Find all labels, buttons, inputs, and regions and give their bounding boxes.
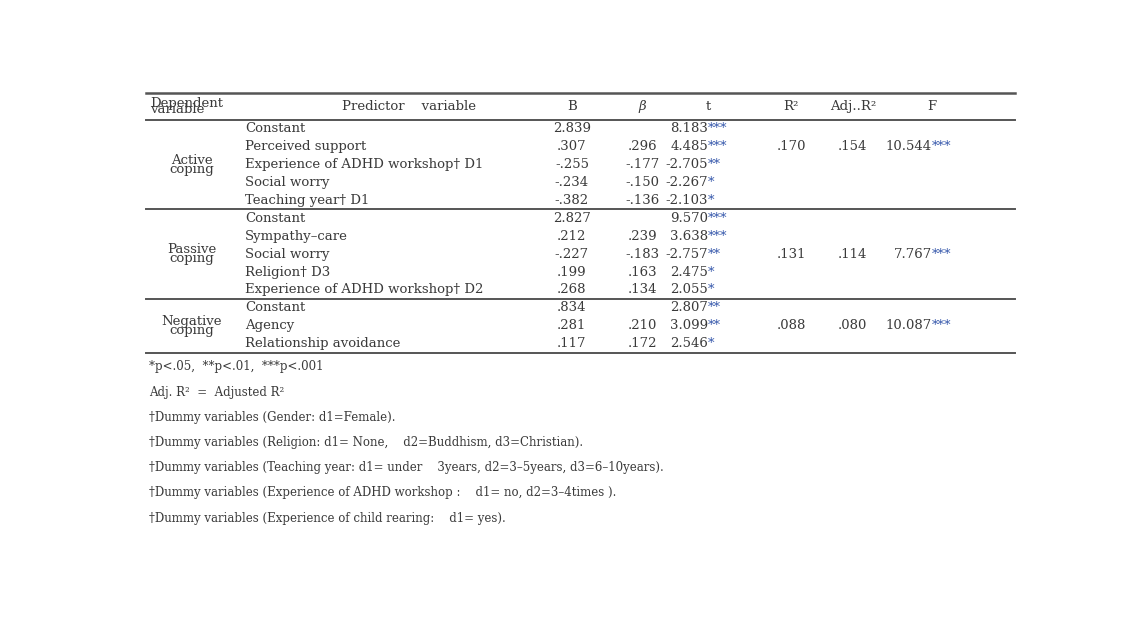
Text: Social worry: Social worry	[245, 248, 330, 261]
Text: 3.638: 3.638	[670, 230, 708, 243]
Text: .134: .134	[628, 284, 657, 297]
Text: Perceived support: Perceived support	[245, 140, 366, 153]
Text: -.255: -.255	[555, 158, 589, 171]
Text: Sympathy–care: Sympathy–care	[245, 230, 348, 243]
Text: Social worry: Social worry	[245, 176, 330, 189]
Text: **: **	[708, 248, 721, 261]
Text: 10.544: 10.544	[886, 140, 932, 153]
Text: Negative: Negative	[161, 315, 222, 328]
Text: Active: Active	[171, 154, 213, 167]
Text: 4.485: 4.485	[671, 140, 708, 153]
Text: 10.087: 10.087	[886, 320, 932, 332]
Text: *: *	[708, 337, 715, 350]
Text: 3.099: 3.099	[670, 320, 708, 332]
Text: -2.757: -2.757	[665, 248, 708, 261]
Text: Teaching year† D1: Teaching year† D1	[245, 194, 369, 207]
Text: .131: .131	[776, 248, 807, 261]
Text: .212: .212	[557, 230, 587, 243]
Text: -2.705: -2.705	[665, 158, 708, 171]
Text: ***: ***	[708, 140, 727, 153]
Text: .199: .199	[557, 266, 587, 279]
Text: 2.055: 2.055	[671, 284, 708, 297]
Text: †Dummy variables (Teaching year: d1= under    3years, d2=3–5years, d3=6–10years): †Dummy variables (Teaching year: d1= und…	[148, 461, 664, 474]
Text: *: *	[708, 176, 715, 189]
Text: -.150: -.150	[625, 176, 659, 189]
Text: .170: .170	[776, 140, 807, 153]
Text: .307: .307	[557, 140, 587, 153]
Text: 2.827: 2.827	[553, 212, 590, 225]
Text: 2.546: 2.546	[670, 337, 708, 350]
Text: Relationship avoidance: Relationship avoidance	[245, 337, 401, 350]
Text: 2.475: 2.475	[670, 266, 708, 279]
Text: Experience of ADHD workshop† D2: Experience of ADHD workshop† D2	[245, 284, 484, 297]
Text: .210: .210	[628, 320, 657, 332]
Text: Constant: Constant	[245, 122, 306, 135]
Text: **: **	[708, 320, 721, 332]
Text: variable: variable	[151, 103, 205, 116]
Text: .268: .268	[557, 284, 587, 297]
Text: -.183: -.183	[625, 248, 659, 261]
Text: -.234: -.234	[555, 176, 589, 189]
Text: F: F	[927, 100, 937, 113]
Text: -2.103: -2.103	[665, 194, 708, 207]
Text: -.382: -.382	[555, 194, 589, 207]
Text: Adj..R²: Adj..R²	[829, 100, 876, 113]
Text: Religion† D3: Religion† D3	[245, 266, 331, 279]
Text: ***: ***	[708, 212, 727, 225]
Text: ***: ***	[708, 122, 727, 135]
Text: †Dummy variables (Religion: d1= None,    d2=Buddhism, d3=Christian).: †Dummy variables (Religion: d1= None, d2…	[148, 436, 582, 449]
Text: -.136: -.136	[625, 194, 659, 207]
Text: **: **	[708, 302, 721, 315]
Text: 2.839: 2.839	[553, 122, 591, 135]
Text: †Dummy variables (Experience of child rearing:    d1= yes).: †Dummy variables (Experience of child re…	[148, 512, 505, 525]
Text: .281: .281	[557, 320, 587, 332]
Text: 7.767: 7.767	[894, 248, 932, 261]
Text: Agency: Agency	[245, 320, 295, 332]
Text: ***: ***	[708, 230, 727, 243]
Text: ***: ***	[932, 140, 952, 153]
Text: *: *	[708, 266, 715, 279]
Text: 8.183: 8.183	[670, 122, 708, 135]
Text: Dependent: Dependent	[151, 97, 223, 110]
Text: .834: .834	[557, 302, 587, 315]
Text: B: B	[566, 100, 577, 113]
Text: Constant: Constant	[245, 302, 306, 315]
Text: -.177: -.177	[625, 158, 659, 171]
Text: Adj. R²  =  Adjusted R²: Adj. R² = Adjusted R²	[148, 386, 284, 399]
Text: -.227: -.227	[555, 248, 589, 261]
Text: Experience of ADHD workshop† D1: Experience of ADHD workshop† D1	[245, 158, 484, 171]
Text: Predictor    variable: Predictor variable	[341, 100, 476, 113]
Text: coping: coping	[169, 252, 214, 265]
Text: .239: .239	[628, 230, 657, 243]
Text: †Dummy variables (Experience of ADHD workshop :    d1= no, d2=3–4times ).: †Dummy variables (Experience of ADHD wor…	[148, 486, 616, 499]
Text: *p<.05,  **p<.01,  ***p<.001: *p<.05, **p<.01, ***p<.001	[148, 360, 323, 373]
Text: β: β	[638, 100, 646, 113]
Text: R²: R²	[784, 100, 799, 113]
Text: **: **	[708, 158, 721, 171]
Text: coping: coping	[169, 324, 214, 337]
Text: Passive: Passive	[167, 243, 216, 256]
Text: .163: .163	[628, 266, 657, 279]
Text: ***: ***	[932, 248, 952, 261]
Text: 9.570: 9.570	[670, 212, 708, 225]
Text: *: *	[708, 284, 715, 297]
Text: .172: .172	[628, 337, 657, 350]
Text: †Dummy variables (Gender: d1=Female).: †Dummy variables (Gender: d1=Female).	[148, 411, 395, 424]
Text: t: t	[706, 100, 710, 113]
Text: coping: coping	[169, 163, 214, 176]
Text: -2.267: -2.267	[665, 176, 708, 189]
Text: *: *	[708, 194, 715, 207]
Text: ***: ***	[932, 320, 952, 332]
Text: Constant: Constant	[245, 212, 306, 225]
Text: .080: .080	[838, 320, 868, 332]
Text: .114: .114	[838, 248, 868, 261]
Text: 2.807: 2.807	[670, 302, 708, 315]
Text: .117: .117	[557, 337, 587, 350]
Text: .296: .296	[628, 140, 657, 153]
Text: .154: .154	[838, 140, 868, 153]
Text: .088: .088	[777, 320, 806, 332]
